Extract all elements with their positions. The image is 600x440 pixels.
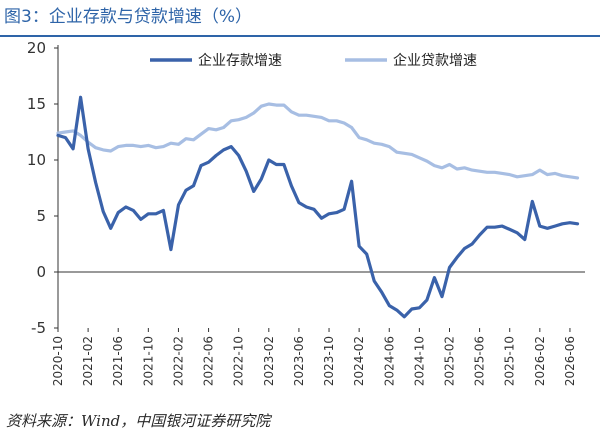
x-tick-label: 2021-02 bbox=[81, 336, 95, 386]
x-tick-label: 2025-06 bbox=[473, 336, 487, 386]
chart-legend: 企业存款增速 企业贷款增速 bbox=[150, 52, 477, 69]
x-tick-label: 2021-06 bbox=[111, 336, 125, 386]
loan-growth-line bbox=[56, 102, 580, 180]
y-tick-label: 5 bbox=[36, 207, 46, 225]
figure-title: 图3：企业存款与贷款增速（%） bbox=[4, 7, 252, 27]
x-tick-label: 2021-10 bbox=[141, 336, 155, 386]
legend-deposit-label: 企业存款增速 bbox=[198, 52, 282, 69]
x-tick-label: 2024-02 bbox=[352, 336, 366, 386]
x-tick-label: 2024-10 bbox=[412, 336, 426, 386]
figure-source: 资料来源：Wind，中国银河证券研究院 bbox=[6, 412, 271, 430]
legend-loan-label: 企业贷款增速 bbox=[393, 52, 477, 69]
x-tick-label: 2026-02 bbox=[533, 336, 547, 386]
x-tick-label: 2025-10 bbox=[503, 336, 517, 386]
deposit-growth-line bbox=[56, 95, 580, 319]
x-tick-label: 2026-06 bbox=[563, 336, 577, 386]
y-tick-label: 20 bbox=[27, 39, 46, 57]
x-tick-label: 2023-02 bbox=[262, 336, 276, 386]
x-tick-label: 2022-02 bbox=[171, 336, 185, 386]
x-tick-label: 2024-06 bbox=[382, 336, 396, 386]
x-tick-label: 2023-06 bbox=[292, 336, 306, 386]
y-tick-label: -5 bbox=[31, 319, 46, 337]
title-underline bbox=[0, 35, 600, 37]
x-tick-label: 2022-10 bbox=[232, 336, 246, 386]
chart-series bbox=[56, 95, 580, 319]
x-tick-label: 2022-06 bbox=[202, 336, 216, 386]
y-tick-label: 10 bbox=[27, 151, 46, 169]
y-tick-label: 15 bbox=[27, 95, 46, 113]
y-tick-label: 0 bbox=[36, 263, 46, 281]
x-tick-label: 2020-10 bbox=[51, 336, 65, 386]
x-tick-label: 2023-10 bbox=[322, 336, 336, 386]
x-tick-label: 2025-02 bbox=[442, 336, 456, 386]
chart-axes: -5 0 5 10 15 20 2020-10 2021-02 2021-06 2021-10 20… bbox=[27, 39, 585, 386]
